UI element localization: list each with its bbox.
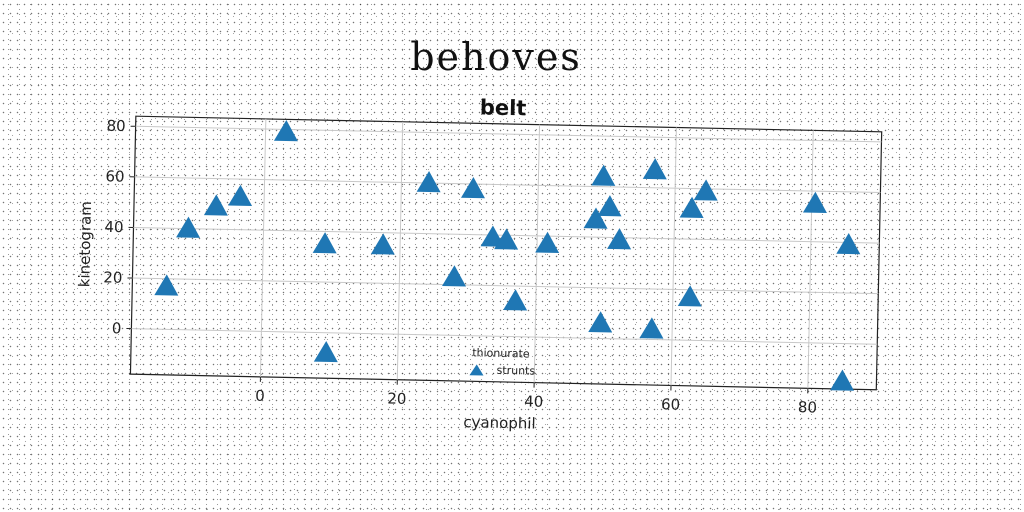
- data-point: [203, 194, 228, 216]
- data-point: [460, 177, 485, 199]
- x-tick-label: 80: [798, 398, 817, 416]
- data-point: [642, 158, 667, 180]
- data-point: [607, 228, 632, 250]
- data-point: [416, 171, 441, 193]
- axis-ticks: 0 20 40 60 80 0 20 40 60 80: [103, 117, 817, 417]
- data-point: [693, 179, 718, 201]
- data-point: [370, 233, 395, 255]
- data-point: [588, 311, 613, 333]
- data-point: [313, 340, 338, 363]
- data-point: [535, 231, 560, 253]
- legend: thionurate strunts: [469, 346, 536, 378]
- data-point: [312, 232, 337, 254]
- data-point: [830, 369, 855, 391]
- y-tick-label: 60: [105, 167, 124, 185]
- data-point: [597, 195, 622, 217]
- data-point: [802, 191, 827, 214]
- y-tick-label: 80: [106, 117, 125, 135]
- x-grid-line: [533, 124, 541, 383]
- data-point: [442, 265, 467, 287]
- data-point: [273, 119, 298, 142]
- plot-area: belt 0 20 40 60 80 0 20 40 60 80 cyanophil kineto…: [75, 95, 883, 433]
- data-point: [639, 317, 664, 339]
- legend-marker-strunts: [469, 364, 484, 376]
- y-grid-line: [132, 277, 879, 295]
- x-grid-line: [670, 127, 677, 386]
- data-point: [503, 289, 528, 311]
- data-point: [836, 232, 861, 255]
- y-tick-label: 40: [104, 218, 123, 236]
- y-grid-line: [131, 328, 878, 345]
- data-point: [228, 184, 253, 207]
- x-axis-label: cyanophil: [463, 413, 536, 433]
- legend-entry-strunts: strunts: [496, 364, 535, 378]
- x-grid-line: [807, 130, 814, 389]
- x-tick-label: 20: [387, 390, 406, 408]
- y-axis-label: kinetogram: [75, 201, 95, 287]
- legend-title: thionurate: [472, 346, 530, 360]
- chart-title: belt: [480, 95, 527, 120]
- data-point: [679, 196, 704, 219]
- data-point: [480, 225, 505, 247]
- data-point: [591, 164, 616, 186]
- y-tick-label: 0: [112, 319, 122, 337]
- y-grid-line: [135, 125, 882, 143]
- y-tick-label: 20: [103, 268, 122, 286]
- x-grid-line: [259, 118, 267, 377]
- data-point: [494, 228, 519, 250]
- data-point: [677, 285, 702, 307]
- x-tick-label: 40: [524, 392, 543, 410]
- plot-frame: [129, 115, 883, 391]
- x-tick-label: 60: [661, 395, 680, 413]
- data-point: [154, 274, 179, 296]
- x-tick-label: 0: [255, 387, 265, 405]
- figure-suptitle: behoves: [410, 35, 582, 79]
- x-grid-line: [396, 121, 404, 380]
- data-point: [583, 207, 608, 229]
- y-grid-line: [134, 176, 881, 194]
- data-point: [176, 216, 201, 238]
- data-points: [154, 119, 861, 391]
